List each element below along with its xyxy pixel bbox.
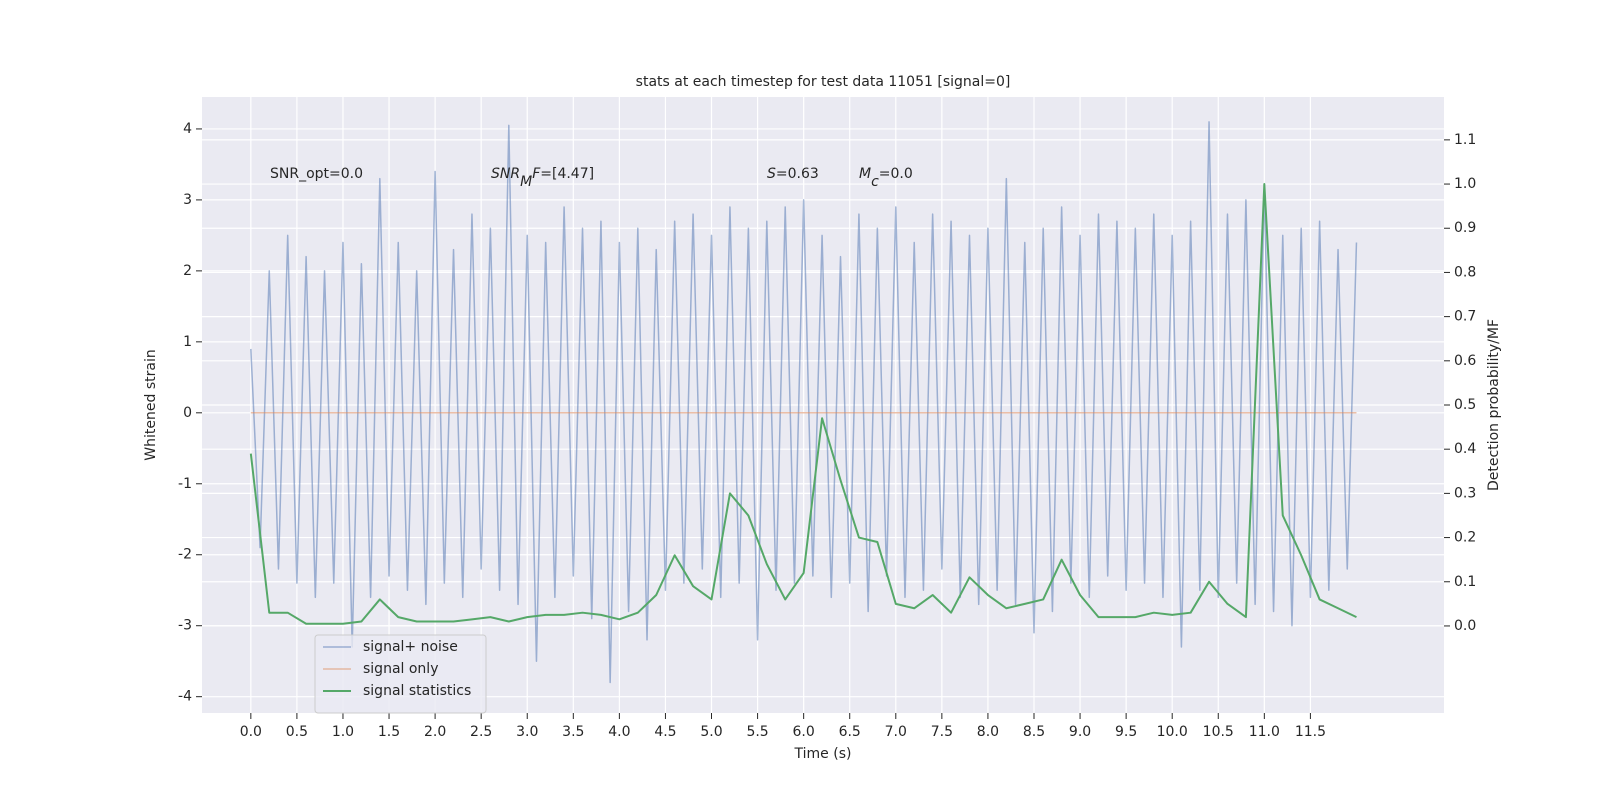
y2-tick-label: 0.4: [1454, 441, 1476, 457]
x-tick-label: 6.0: [793, 724, 815, 740]
y-tick-label: 2: [183, 263, 192, 279]
legend-box: [314, 634, 487, 714]
y-tick-label: 1: [183, 334, 192, 350]
x-tick-label: 11.0: [1249, 724, 1280, 740]
legend: signal+ noise signal only signal statistic…: [314, 634, 487, 714]
x-tick-label: 9.5: [1115, 724, 1137, 740]
y-tick-label: 0: [183, 405, 192, 421]
annotation: SNR_opt=0.0: [270, 166, 363, 182]
y2-tick-label: 0.8: [1454, 264, 1476, 280]
x-tick-label: 8.0: [977, 724, 999, 740]
legend-label: signal statistics: [363, 683, 471, 699]
y2-tick-label: 0.9: [1454, 220, 1476, 236]
x-tick-label: 9.0: [1069, 724, 1091, 740]
annotation: Mc=0.0: [859, 166, 913, 190]
annotation-part: SNR: [491, 166, 520, 182]
y-axis-label: Whitened strain: [143, 349, 159, 460]
chart-title: stats at each timestep for test data 110…: [636, 74, 1011, 90]
annotation-part: =0.0: [879, 166, 913, 182]
annotation-part: M: [520, 174, 532, 190]
x-tick-label: 0.5: [286, 724, 308, 740]
y-tick-label: -2: [178, 547, 192, 563]
x-tick-label: 7.0: [885, 724, 907, 740]
x-tick-label: 4.5: [654, 724, 676, 740]
x-tick-label: 5.5: [746, 724, 768, 740]
y2-tick-label: 0.0: [1454, 618, 1476, 634]
y2-tick-label: 1.0: [1454, 176, 1476, 192]
y-tick-label: -1: [178, 476, 192, 492]
y2-tick-label: 0.2: [1454, 530, 1476, 546]
annotation-part: S: [767, 166, 776, 182]
series-line: [250, 121, 1358, 684]
x-tick-label: 1.5: [378, 724, 400, 740]
x-tick-label: 5.0: [700, 724, 722, 740]
x-tick-label: 11.5: [1295, 724, 1326, 740]
series-line: [249, 183, 1357, 625]
y2-tick-label: 0.1: [1454, 574, 1476, 590]
x-tick-label: 0.0: [240, 724, 262, 740]
x-tick-label: 10.5: [1203, 724, 1234, 740]
y2-tick-label: 0.7: [1454, 309, 1476, 325]
annotation-part: =0.63: [776, 166, 819, 182]
annotation-part: SNR_opt=0.0: [270, 166, 363, 182]
annotation-part: c: [871, 174, 879, 190]
y-tick-label: -4: [178, 689, 192, 705]
annotation: SNRMF=[4.47]: [491, 166, 594, 190]
x-tick-label: 10.0: [1157, 724, 1188, 740]
y-tick-label: 3: [183, 192, 192, 208]
annotation-part: F: [532, 166, 541, 182]
x-tick-label: 3.0: [516, 724, 538, 740]
y2-tick-label: 0.6: [1454, 353, 1476, 369]
legend-label: signal only: [363, 661, 438, 677]
marks: [249, 121, 1358, 684]
y-tick-label: -3: [178, 618, 192, 634]
annotation-part: =[4.47]: [540, 166, 594, 182]
x-axis-label: Time (s): [794, 746, 852, 762]
y2-tick-label: 1.1: [1454, 132, 1476, 148]
x-tick-label: 2.5: [470, 724, 492, 740]
y2-tick-label: 0.3: [1454, 485, 1476, 501]
x-tick-label: 4.0: [608, 724, 630, 740]
x-tick-label: 6.5: [839, 724, 861, 740]
y2-tick-label: 0.5: [1454, 397, 1476, 413]
x-tick-label: 3.5: [562, 724, 584, 740]
x-tick-label: 7.5: [931, 724, 953, 740]
x-tick-label: 8.5: [1023, 724, 1045, 740]
annotation: S=0.63: [767, 166, 819, 182]
legend-label: signal+ noise: [363, 639, 458, 655]
x-tick-label: 2.0: [424, 724, 446, 740]
annotation-part: M: [859, 166, 871, 182]
y-tick-label: 4: [183, 121, 192, 137]
y2-axis-label: Detection probability/MF: [1486, 319, 1502, 491]
x-tick-label: 1.0: [332, 724, 354, 740]
